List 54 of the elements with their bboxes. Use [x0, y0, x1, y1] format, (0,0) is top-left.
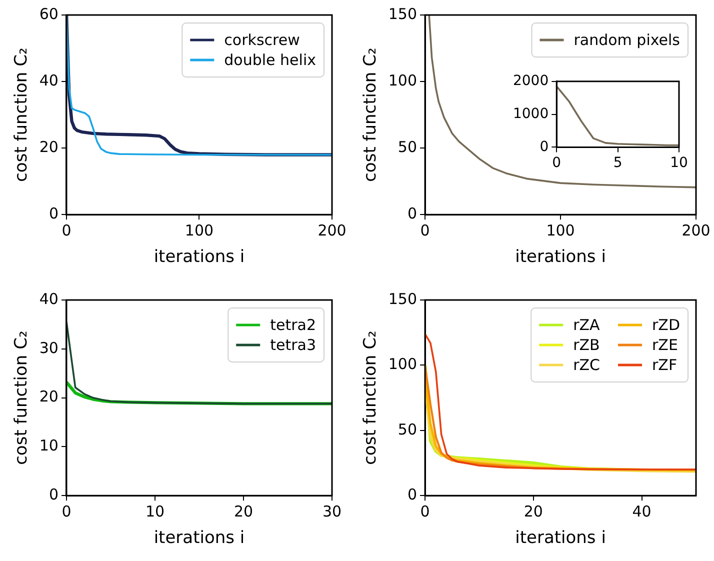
legend-label: double helix: [224, 50, 316, 69]
y-tick-label: 0: [407, 485, 418, 504]
x-tick-label: 20: [234, 502, 254, 520]
y-tick-label: 1000: [512, 106, 549, 122]
x-tick-label: 0: [420, 221, 430, 240]
x-tick-label: 0: [62, 221, 72, 240]
y-tick-label: 20: [39, 138, 58, 156]
y-tick-label: 2000: [512, 73, 549, 90]
y-tick-label: 100: [388, 71, 418, 90]
x-tick-label: 0: [552, 155, 562, 172]
x-axis-title: iterations i: [154, 247, 245, 268]
x-tick-label: 100: [546, 221, 575, 240]
y-axis-title: cost function C₂: [12, 48, 32, 182]
x-tick-label: 0: [62, 502, 72, 520]
x-axis-title: iterations i: [154, 528, 245, 548]
legend-label: rZD: [652, 316, 680, 334]
legend-label: tetra3: [270, 336, 316, 354]
y-tick-label: 100: [388, 355, 418, 374]
legend-label: rZF: [652, 356, 678, 374]
x-axis-title: iterations i: [515, 247, 606, 268]
legend-label: rZA: [573, 316, 601, 334]
legend-label: random pixels: [574, 30, 680, 49]
x-tick-label: 10: [145, 502, 165, 520]
x-tick-label: 200: [318, 221, 346, 240]
y-axis-title: cost function C₂: [12, 330, 32, 465]
y-tick-label: 0: [407, 204, 418, 222]
y-axis-title: cost function C₂: [360, 330, 381, 465]
legend-label: rZE: [652, 336, 678, 354]
x-tick-label: 40: [632, 502, 652, 520]
y-tick-label: 10: [39, 436, 58, 455]
y-tick-label: 60: [39, 4, 58, 23]
y-tick-label: 0: [48, 204, 58, 222]
legend-label: tetra2: [270, 316, 316, 334]
y-tick-label: 40: [39, 71, 58, 90]
legend-label: corkscrew: [224, 30, 300, 49]
x-tick-label: 30: [322, 502, 342, 520]
y-axis-title: cost function C₂: [360, 48, 381, 182]
y-tick-label: 20: [39, 388, 58, 406]
y-tick-label: 40: [39, 290, 58, 308]
y-tick-label: 50: [398, 420, 418, 438]
legend-label: rZC: [573, 356, 600, 374]
y-tick-label: 0: [48, 485, 58, 504]
y-tick-label: 150: [388, 290, 418, 308]
y-tick-label: 150: [388, 4, 418, 23]
x-tick-label: 5: [613, 155, 622, 172]
y-tick-label: 50: [398, 138, 418, 156]
y-tick-label: 0: [540, 138, 549, 155]
x-tick-label: 0: [420, 502, 430, 520]
x-tick-label: 10: [670, 155, 688, 172]
legend-label: rZB: [573, 336, 600, 354]
y-tick-label: 30: [39, 338, 58, 357]
x-tick-label: 100: [184, 221, 214, 240]
x-axis-title: iterations i: [515, 528, 606, 548]
x-tick-label: 200: [682, 221, 710, 240]
